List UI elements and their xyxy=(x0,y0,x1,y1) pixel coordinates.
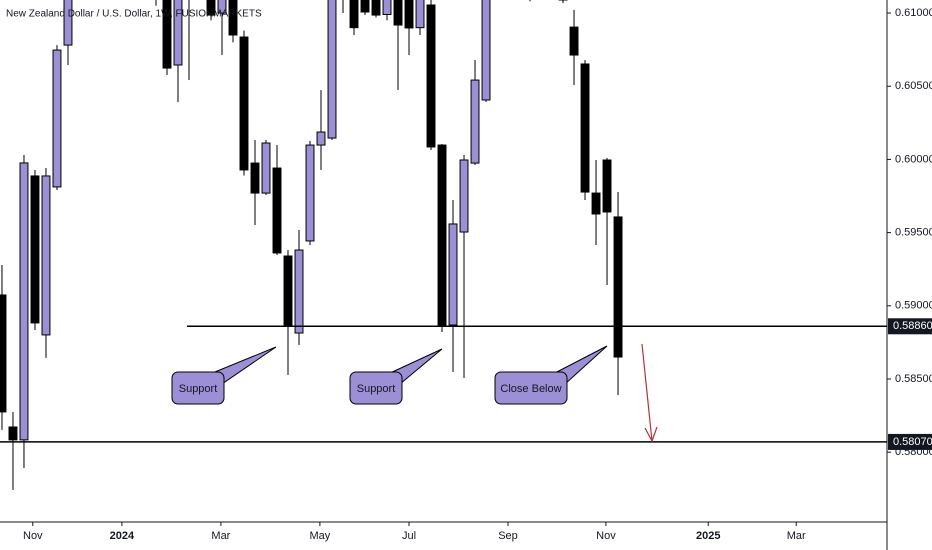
callout-box xyxy=(494,371,568,405)
annotation: Support xyxy=(357,383,396,395)
candle-body xyxy=(613,216,623,358)
candle-body xyxy=(404,0,414,29)
y-tick-label: 0.60000 xyxy=(895,153,932,165)
candle-body xyxy=(382,0,392,15)
candle-body xyxy=(371,0,381,16)
candle-body xyxy=(448,223,458,326)
price-label-box xyxy=(888,433,932,450)
callout-join xyxy=(209,372,223,385)
y-tick-label: 0.59500 xyxy=(895,227,932,239)
candle-body xyxy=(415,0,425,29)
candle-body xyxy=(173,0,183,66)
candle-body xyxy=(283,255,293,326)
x-tick-label: Mar xyxy=(211,530,230,542)
candle-body xyxy=(0,294,7,413)
callout-box xyxy=(349,371,403,405)
candle-body xyxy=(349,0,359,29)
candle-body xyxy=(459,159,469,233)
candle-body xyxy=(19,162,29,441)
candle-body xyxy=(239,36,249,171)
candle-body xyxy=(8,426,18,441)
y-tick-label: 0.58500 xyxy=(895,373,932,385)
candle-body xyxy=(426,4,436,148)
x-tick-label: Nov xyxy=(23,530,43,542)
candle-body xyxy=(272,167,282,254)
x-tick-label: Jul xyxy=(402,530,416,542)
x-tick-label: May xyxy=(310,530,331,542)
x-tick-label: 2024 xyxy=(110,530,135,542)
chart-title: New Zealand Dollar / U.S. Dollar, 1W, FU… xyxy=(6,9,262,20)
annotation: Support xyxy=(179,383,218,395)
x-tick-label: Nov xyxy=(596,530,616,542)
y-tick-label: 0.60500 xyxy=(895,80,932,92)
candle-body xyxy=(327,0,337,139)
price-label: 0.58070 xyxy=(893,436,932,448)
candle-body xyxy=(228,0,238,36)
candle-body xyxy=(602,159,612,213)
callout-join xyxy=(387,372,401,385)
annotation: Close Below xyxy=(500,383,561,395)
candle-body xyxy=(360,0,370,13)
candle-body xyxy=(316,131,326,146)
candle-body xyxy=(63,0,73,46)
candle-body xyxy=(580,63,590,193)
y-tick-label: 0.59000 xyxy=(895,300,932,312)
callout-join xyxy=(552,372,566,385)
candle-body xyxy=(591,192,601,215)
candle-body xyxy=(261,142,271,194)
candle-body xyxy=(162,0,172,69)
candle-body xyxy=(305,144,315,242)
arrow-shaft xyxy=(641,343,653,442)
candle-body xyxy=(250,162,260,194)
candle-body xyxy=(52,49,62,188)
candle-body xyxy=(569,26,579,56)
price-label: 0.58860 xyxy=(893,320,932,332)
x-tick-label: Mar xyxy=(787,530,806,542)
price-label-box xyxy=(888,318,932,335)
candle-body xyxy=(437,144,447,326)
candle-body xyxy=(30,175,40,324)
candle-body xyxy=(294,249,304,334)
candle-body xyxy=(206,0,216,16)
callout-box xyxy=(171,371,225,405)
candle-body xyxy=(481,0,491,101)
arrow-head xyxy=(644,426,658,443)
x-tick-label: 2025 xyxy=(696,530,720,542)
candle-body xyxy=(41,175,51,336)
y-tick-label: 0.61000 xyxy=(895,7,932,19)
candle-body xyxy=(393,0,403,26)
candle-body xyxy=(217,0,227,14)
plot xyxy=(0,0,623,490)
x-tick-label: Sep xyxy=(498,530,518,542)
candle-body xyxy=(470,79,480,164)
